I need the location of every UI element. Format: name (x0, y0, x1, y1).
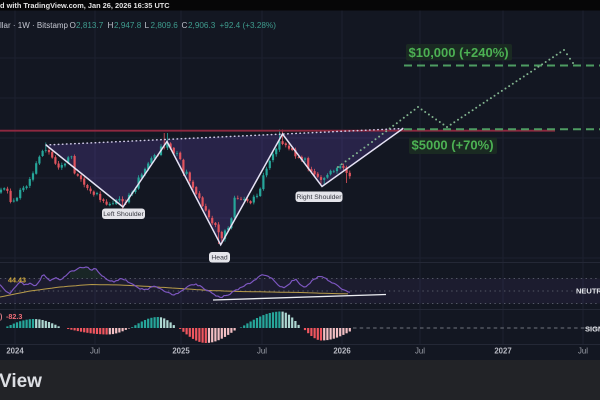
svg-text:SIGNAL: SIGNAL (585, 325, 600, 334)
svg-text:d with TradingView.com, Jan 26: d with TradingView.com, Jan 26, 2026 16:… (0, 1, 170, 10)
svg-text:2024: 2024 (6, 347, 24, 356)
svg-text:2027: 2027 (494, 347, 511, 356)
svg-text:2,906.3: 2,906.3 (188, 21, 216, 30)
svg-text:Jul: Jul (90, 347, 100, 356)
svg-text:Jul: Jul (257, 347, 267, 356)
svg-text:2,813.7: 2,813.7 (76, 21, 104, 30)
svg-text:Jul: Jul (415, 347, 425, 356)
svg-text:O: O (70, 21, 76, 30)
svg-text:llar · 1W · Bitstamp: llar · 1W · Bitstamp (0, 21, 69, 30)
svg-text:$10,000 (+240%): $10,000 (+240%) (409, 45, 509, 60)
svg-text:H: H (108, 21, 114, 30)
svg-text:2,809.6: 2,809.6 (151, 21, 179, 30)
svg-text:): ) (0, 312, 3, 321)
svg-text:NEUTRAL: NEUTRAL (576, 287, 600, 296)
svg-text:L: L (145, 21, 150, 30)
svg-text:Right Shoulder: Right Shoulder (297, 194, 343, 201)
svg-text:Head: Head (211, 255, 227, 262)
svg-text:+92.4 (+3.28%): +92.4 (+3.28%) (220, 21, 277, 30)
svg-text:Left Shoulder: Left Shoulder (103, 211, 144, 218)
svg-text:2026: 2026 (333, 347, 351, 356)
svg-text:-82.3: -82.3 (6, 312, 22, 321)
svg-text:C: C (182, 21, 188, 30)
svg-text:2025: 2025 (172, 347, 190, 356)
svg-text:View: View (0, 371, 42, 392)
svg-text:Jul: Jul (578, 347, 588, 356)
svg-text:44.43: 44.43 (8, 276, 26, 285)
svg-text:2,947.8: 2,947.8 (114, 21, 142, 30)
svg-text:$5000 (+70%): $5000 (+70%) (412, 138, 494, 153)
